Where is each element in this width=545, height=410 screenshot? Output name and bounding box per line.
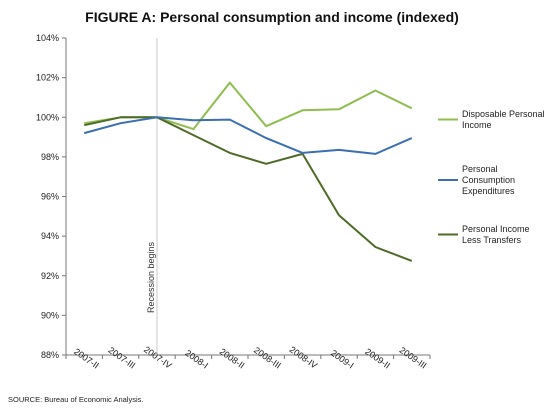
x-tick-label: 2009-II <box>363 346 392 370</box>
x-tick-label: 2008-IV <box>288 344 320 370</box>
legend-label-1: Personal <box>462 164 498 174</box>
x-tick-label: 2008-II <box>218 346 247 370</box>
x-tick-label: 2009-III <box>398 345 429 371</box>
recession-label: Recession begins <box>146 241 156 313</box>
legend-label-0: Income <box>462 120 492 130</box>
recession-annotation: Recession begins <box>146 38 158 355</box>
x-tick-label: 2007-IV <box>142 344 174 370</box>
legend-label-0: Disposable Personal <box>462 109 545 119</box>
y-tick-label: 100% <box>36 112 59 122</box>
x-tick-label: 2007-II <box>72 346 101 370</box>
y-tick-label: 102% <box>36 73 59 83</box>
y-tick-label: 94% <box>41 231 59 241</box>
legend-label-2: Less Transfers <box>462 235 522 245</box>
x-tick-label: 2008-I <box>183 348 210 371</box>
chart-axes: 88%90%92%94%96%98%100%102%104%2007-II 200… <box>36 33 431 371</box>
legend-label-1: Consumption <box>462 175 515 185</box>
source-note: SOURCE: Bureau of Economic Analysis. <box>8 395 143 404</box>
x-tick-label: 2007-III <box>106 345 137 371</box>
y-tick-label: 90% <box>41 310 59 320</box>
chart-series <box>83 81 413 262</box>
series-line-1 <box>83 116 413 155</box>
y-tick-label: 98% <box>41 152 59 162</box>
legend-label-1: Expenditures <box>462 186 515 196</box>
y-tick-label: 104% <box>36 33 59 43</box>
legend-label-2: Personal Income <box>462 224 530 234</box>
y-tick-label: 96% <box>41 192 59 202</box>
y-tick-label: 88% <box>41 350 59 360</box>
chart-title: FIGURE A: Personal consumption and incom… <box>85 9 459 25</box>
x-tick-label: 2009-I <box>329 348 356 371</box>
x-tick-label: 2008-III <box>252 345 283 371</box>
y-tick-label: 92% <box>41 271 59 281</box>
series-line-2 <box>83 116 413 262</box>
